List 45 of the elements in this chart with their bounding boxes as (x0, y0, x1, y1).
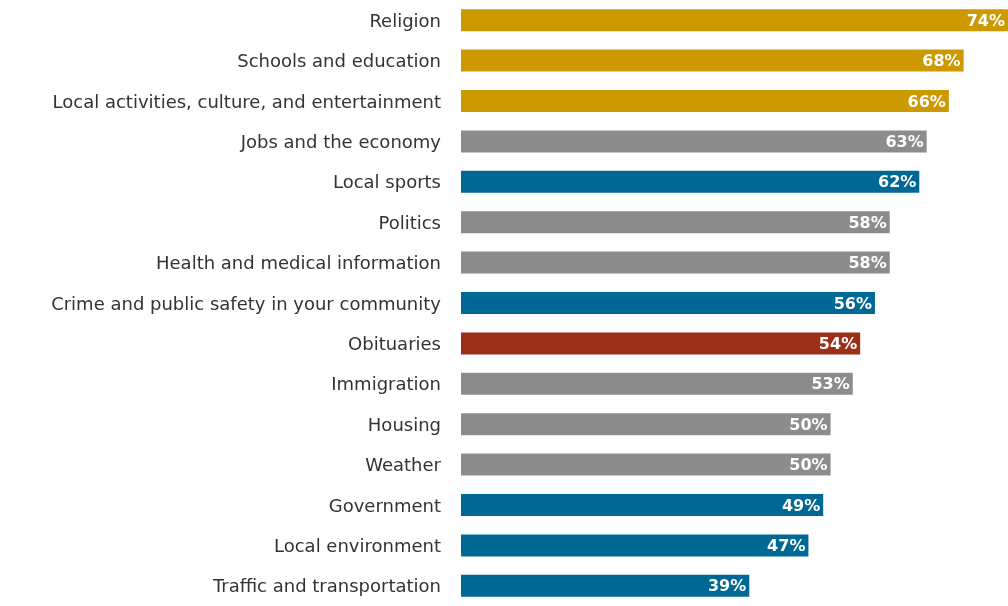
data-label: 39% (707, 576, 747, 596)
data-label: 50% (789, 414, 828, 434)
bar (461, 332, 861, 355)
data-label: 62% (878, 172, 917, 192)
data-label: 68% (922, 51, 961, 71)
y-tick-label: Politics (378, 211, 441, 233)
y-tick-label: Local activities, culture, and entertainment (52, 90, 441, 112)
data-label: 56% (833, 293, 872, 313)
y-tick-label: Traffic and transportation (211, 575, 441, 597)
y-tick-label: Schools and education (237, 50, 441, 72)
data-label: 66% (907, 91, 946, 111)
bar (461, 90, 949, 112)
bar (461, 170, 920, 193)
y-tick-label: Obituaries (348, 332, 441, 354)
data-label: 50% (789, 455, 828, 475)
bar (461, 372, 853, 395)
data-label: 53% (811, 374, 850, 394)
y-tick-label: Housing (367, 413, 441, 435)
data-label: 54% (818, 333, 858, 353)
bar (461, 534, 809, 557)
y-tick-label: Weather (365, 454, 442, 476)
y-tick-label: Jobs and the economy (239, 130, 442, 152)
y-tick-label: Health and medical information (156, 252, 441, 274)
y-tick-label: Local sports (332, 171, 441, 193)
y-tick-label: Crime and public safety in your community (51, 292, 442, 314)
bar (461, 494, 824, 516)
data-label: 63% (885, 131, 924, 151)
bar (461, 574, 750, 597)
y-tick-label: Local environment (273, 534, 441, 556)
bar (461, 251, 890, 274)
data-label: 49% (781, 495, 821, 515)
y-tick-label: Government (328, 494, 441, 516)
bar (461, 49, 964, 72)
bar (461, 413, 831, 436)
data-label: 74% (966, 10, 1005, 30)
bar (461, 292, 875, 314)
bar (461, 9, 1008, 32)
bar (461, 130, 927, 153)
y-tick-label: Immigration (331, 373, 441, 395)
bar (461, 453, 831, 476)
y-tick-label: Religion (369, 9, 441, 31)
data-label: 58% (848, 212, 887, 232)
bar (461, 211, 890, 234)
data-label: 47% (767, 535, 806, 555)
data-label: 58% (848, 253, 887, 273)
